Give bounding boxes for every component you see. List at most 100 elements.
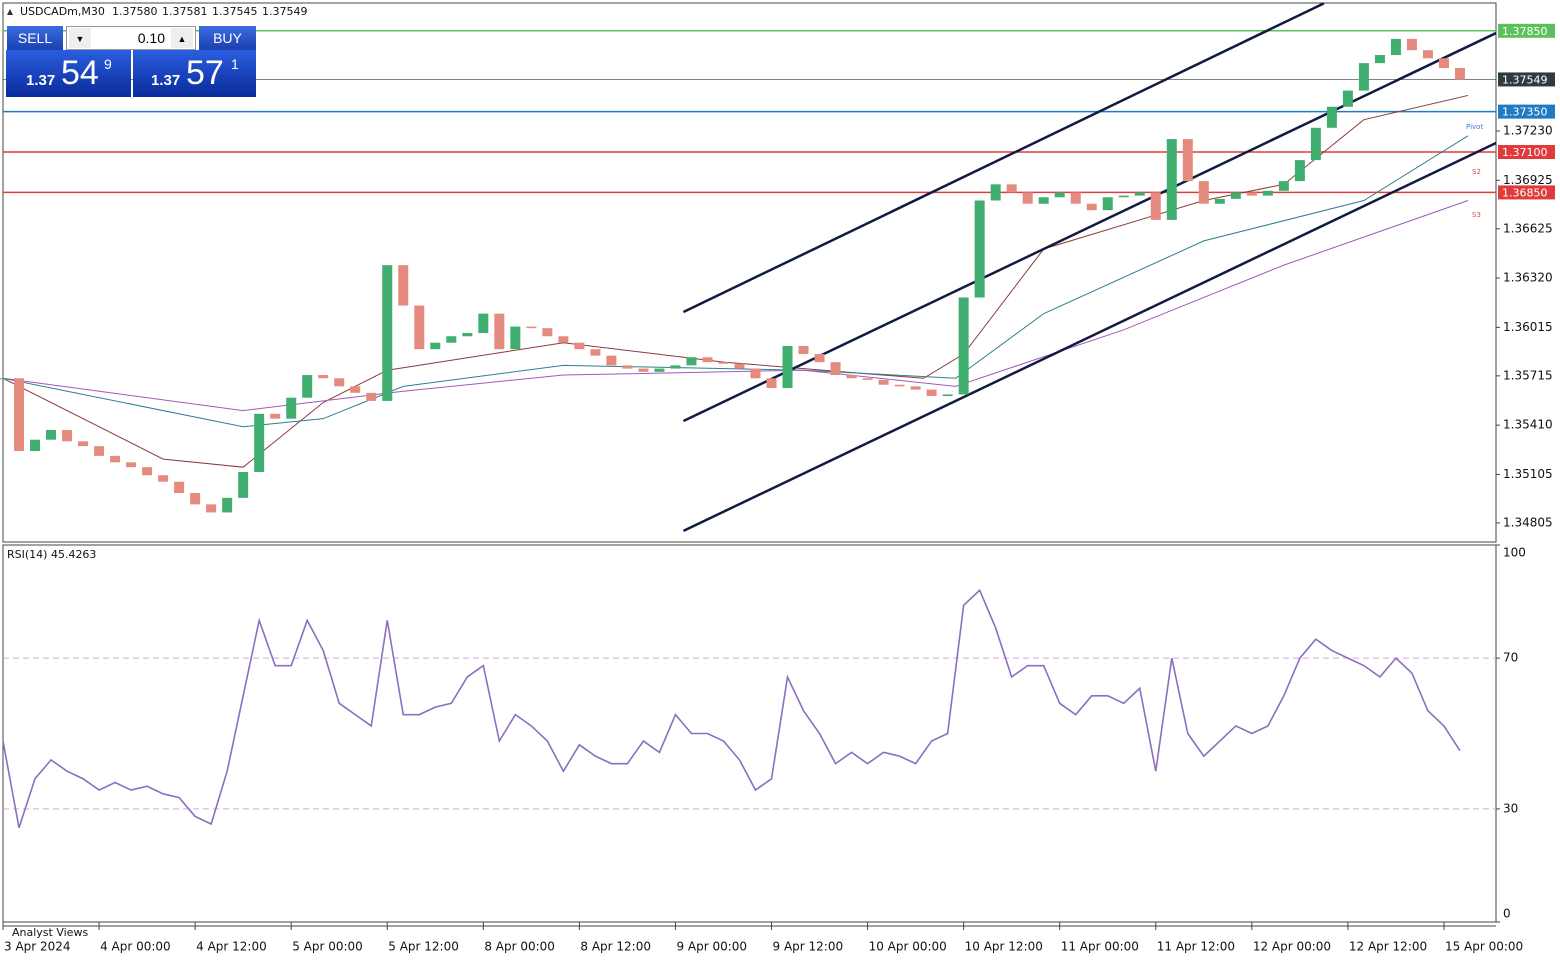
y-tick-label: 1.34805 [1503,515,1553,529]
candle [974,200,985,298]
candle [782,345,793,388]
level-label: 1.37350 [1502,106,1548,119]
candle [894,384,905,387]
candle [814,354,825,363]
candle [1150,192,1161,220]
candle [590,349,601,356]
x-tick-label: 5 Apr 00:00 [292,940,363,954]
candle [1054,192,1065,198]
candle [926,389,937,397]
x-tick-label: 3 Apr 2024 [4,940,71,954]
y-tick-label: 0 [1503,907,1511,921]
candle [1198,181,1209,204]
candle [126,462,137,468]
candle [334,378,345,387]
candle [686,357,697,366]
candle [1118,195,1129,198]
candle [526,326,537,329]
candle [142,467,153,476]
candle [910,386,921,390]
candle [622,365,633,369]
candle [286,397,297,419]
buy-button[interactable]: BUY [199,26,256,50]
candle [110,455,121,463]
candle [206,504,217,513]
collapse-icon[interactable] [7,9,13,15]
pivot-label: S2 [1472,168,1481,176]
candle [14,378,25,452]
ask-big: 1.37 [151,72,181,89]
candle [1182,139,1193,182]
y-tick-label: 1.36925 [1503,173,1553,187]
candle [830,362,841,376]
candle [1454,67,1465,80]
level-label-box [1498,104,1555,119]
candle [46,429,57,440]
candle [222,497,233,513]
x-tick-label: 8 Apr 12:00 [580,940,651,954]
candle [1342,90,1353,107]
x-tick-label: 12 Apr 12:00 [1349,940,1427,954]
candle [382,265,393,401]
level-label: 1.37850 [1502,25,1548,38]
candle [558,336,569,343]
candle [510,326,521,350]
candle [702,357,713,363]
candle [846,375,857,379]
candle [174,481,185,494]
lot-down[interactable]: ▼ [69,28,91,48]
y-tick-label: 1.36320 [1503,271,1553,285]
candle [542,328,553,337]
candle [1214,198,1225,204]
level-label-box [1498,145,1555,160]
ask-main: 57 [186,54,224,92]
candle [1278,181,1289,191]
candle [1390,38,1401,56]
lot-box[interactable]: ▼ 0.10 ▲ [66,26,196,50]
ohlc: 1.37580 [112,5,158,18]
x-tick-label: 11 Apr 00:00 [1061,940,1139,954]
y-tick-label: 1.35715 [1503,368,1553,382]
candle [1406,38,1417,51]
x-tick-label: 10 Apr 00:00 [869,940,947,954]
y-tick-label: 30 [1503,801,1518,815]
x-tick-label: 4 Apr 00:00 [100,940,171,954]
sell-button[interactable]: SELL [7,26,63,50]
candle [1262,190,1273,196]
candle [638,368,649,372]
ohlc: 1.37545 [212,5,258,18]
candle [1006,184,1017,193]
ask-price[interactable]: 1.37 57 1 [133,50,256,97]
ask-sup: 1 [231,56,239,72]
candle [958,297,969,395]
x-tick-label: 9 Apr 00:00 [676,940,747,954]
candle [94,446,105,456]
candle [1422,50,1433,59]
candle [670,365,681,369]
pivot-label: S3 [1472,211,1481,219]
lot-up[interactable]: ▲ [171,28,193,48]
price-pane [2,2,1497,543]
level-label: 1.37549 [1502,73,1548,86]
candle [414,305,425,350]
candle [990,184,1001,201]
level-label-box [1498,72,1555,87]
candle [1038,197,1049,204]
candle [430,342,441,350]
moving-average [2,200,1469,412]
candle [270,413,281,419]
footer: Analyst Views [12,926,88,939]
candle [1022,192,1033,204]
candle [78,441,89,447]
level-label: 1.36850 [1502,186,1548,199]
x-tick-label: 9 Apr 12:00 [773,940,844,954]
moving-average [2,135,1469,428]
lot-value: 0.10 [137,30,165,46]
bid-price[interactable]: 1.37 54 9 [6,50,131,97]
y-tick-label: 1.35410 [1503,418,1553,432]
candle [0,378,8,380]
candle [1166,139,1177,220]
candle [878,379,889,385]
candle [398,265,409,306]
